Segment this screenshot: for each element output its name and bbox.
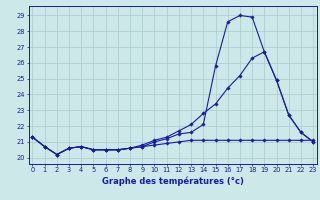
X-axis label: Graphe des températures (°c): Graphe des températures (°c) <box>102 176 244 186</box>
